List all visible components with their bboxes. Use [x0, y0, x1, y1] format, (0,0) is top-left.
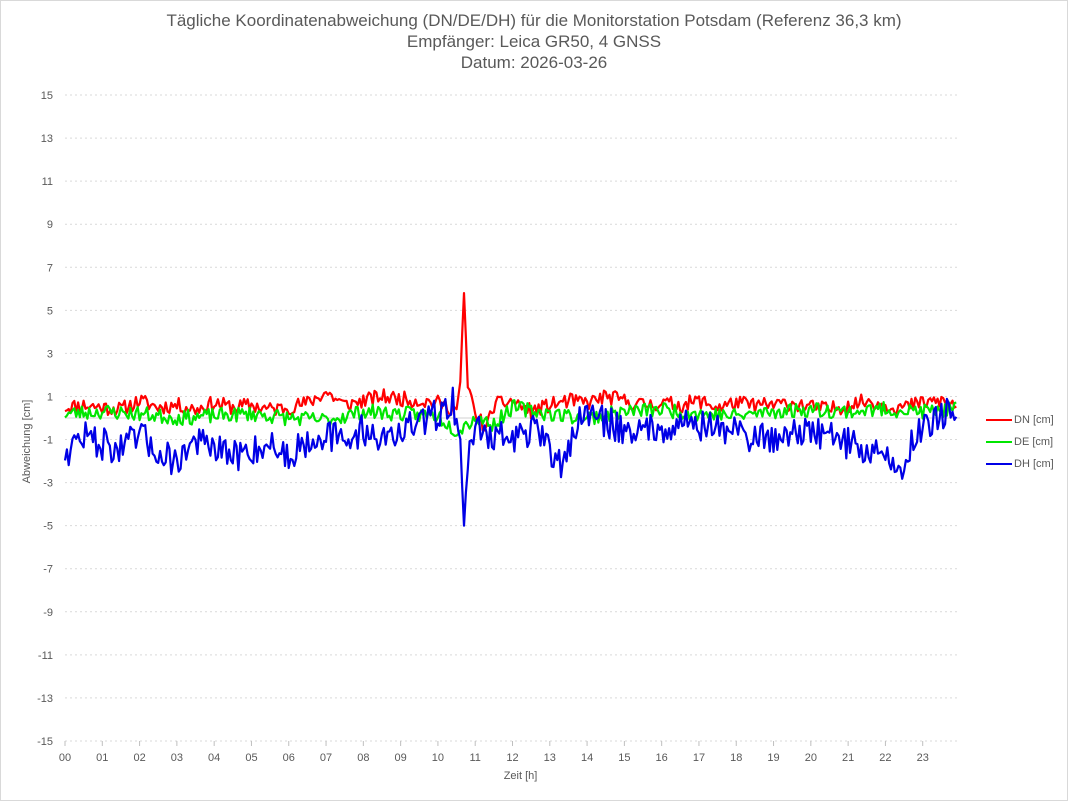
series-lines [63, 292, 958, 527]
legend-item-dh: DH [cm] [986, 453, 1054, 475]
y-tick-label: 1 [47, 391, 53, 403]
legend-label-dn: DN [cm] [1014, 414, 1054, 426]
y-tick-label: 15 [41, 90, 53, 102]
x-tick-label: 04 [208, 752, 220, 764]
x-tick-label: 20 [805, 752, 817, 764]
x-axis-ticks: 00 01 02 03 04 05 06 07 08 09 10 11 12 13 14 15 16 17 18 19… [59, 741, 929, 764]
y-tick-label: -15 [37, 736, 53, 748]
x-tick-label: 22 [879, 752, 891, 764]
legend-label-dh: DH [cm] [1014, 458, 1054, 470]
x-axis-title: Zeit [h] [504, 770, 538, 782]
legend-swatch-de [986, 441, 1012, 443]
x-tick-label: 05 [245, 752, 257, 764]
legend: DN [cm] DE [cm] DH [cm] [986, 409, 1054, 475]
y-tick-label: 13 [41, 133, 53, 145]
y-tick-label: -3 [43, 478, 53, 490]
x-tick-label: 16 [656, 752, 668, 764]
legend-label-de: DE [cm] [1014, 436, 1054, 448]
y-tick-label: 5 [47, 305, 53, 317]
series-line-de [64, 399, 957, 437]
y-tick-label: 9 [47, 219, 53, 231]
x-tick-label: 18 [730, 752, 742, 764]
y-tick-label: -9 [43, 607, 53, 619]
y-axis-ticks: 15 13 11 9 7 5 3 1 -1 -3 -5 -7 -9 -11 -13 -15 [37, 90, 53, 748]
y-axis-title: Abweichung [cm] [21, 400, 33, 484]
chart-subtitle-receiver: Empfänger: Leica GR50, 4 GNSS [406, 32, 662, 51]
x-tick-label: 09 [395, 752, 407, 764]
y-tick-label: 3 [47, 348, 53, 360]
series-line-dn [64, 292, 957, 432]
x-tick-label: 08 [357, 752, 369, 764]
x-tick-label: 14 [581, 752, 593, 764]
legend-item-de: DE [cm] [986, 431, 1054, 453]
x-tick-label: 17 [693, 752, 705, 764]
y-tick-label: -5 [43, 521, 53, 533]
x-tick-label: 12 [506, 752, 518, 764]
x-tick-label: 10 [432, 752, 444, 764]
x-tick-label: 19 [767, 752, 779, 764]
x-tick-label: 01 [96, 752, 108, 764]
legend-item-dn: DN [cm] [986, 409, 1054, 431]
x-tick-label: 07 [320, 752, 332, 764]
chart-title-block: Tägliche Koordinatenabweichung (DN/DE/DH… [0, 10, 1068, 73]
gridlines [65, 94, 960, 742]
y-tick-label: -11 [38, 650, 53, 662]
x-tick-label: 11 [469, 752, 480, 764]
legend-swatch-dn [986, 419, 1012, 421]
x-tick-label: 00 [59, 752, 71, 764]
chart-subtitle-date: Datum: 2026-03-26 [460, 53, 608, 72]
x-tick-label: 06 [283, 752, 295, 764]
series-line-dh [63, 386, 958, 527]
x-tick-label: 15 [618, 752, 630, 764]
chart-title: Tägliche Koordinatenabweichung (DN/DE/DH… [166, 11, 902, 30]
y-tick-label: -13 [37, 693, 53, 705]
x-tick-label: 13 [544, 752, 556, 764]
y-tick-label: 7 [47, 262, 53, 274]
legend-swatch-dh [986, 463, 1012, 465]
x-tick-label: 21 [842, 752, 854, 764]
x-tick-label: 03 [171, 752, 183, 764]
y-tick-label: 11 [42, 176, 53, 188]
x-tick-label: 23 [917, 752, 929, 764]
y-tick-label: -1 [43, 435, 53, 447]
x-tick-label: 02 [133, 752, 145, 764]
y-tick-label: -7 [43, 564, 53, 576]
